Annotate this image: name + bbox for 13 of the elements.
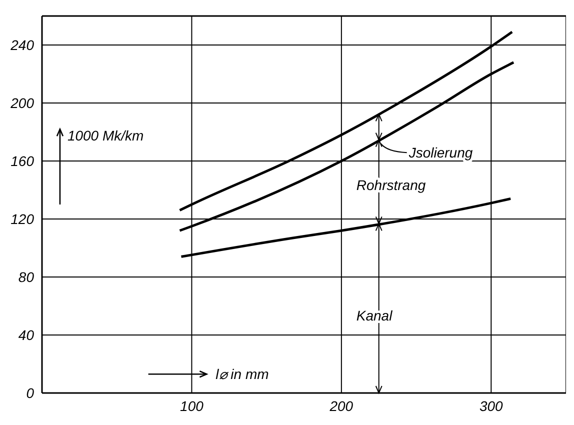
x-tick-label: 300 bbox=[479, 398, 504, 414]
y-axis-title: 1000 Mk/km bbox=[67, 128, 144, 144]
annotation: Jsolierung bbox=[408, 144, 473, 161]
y-tick-label: 0 bbox=[26, 384, 34, 401]
x-tick-label: 100 bbox=[180, 398, 204, 414]
y-tick-label: 40 bbox=[18, 326, 34, 343]
y-tick-label: 160 bbox=[10, 152, 34, 169]
y-tick-label: 80 bbox=[18, 268, 34, 285]
y-tick-label: 120 bbox=[10, 210, 34, 227]
x-axis-title: l⌀ in mm bbox=[216, 366, 270, 382]
x-tick-label: 200 bbox=[328, 398, 354, 414]
y-tick-label: 240 bbox=[10, 36, 34, 53]
y-tick-label: 200 bbox=[10, 94, 34, 111]
